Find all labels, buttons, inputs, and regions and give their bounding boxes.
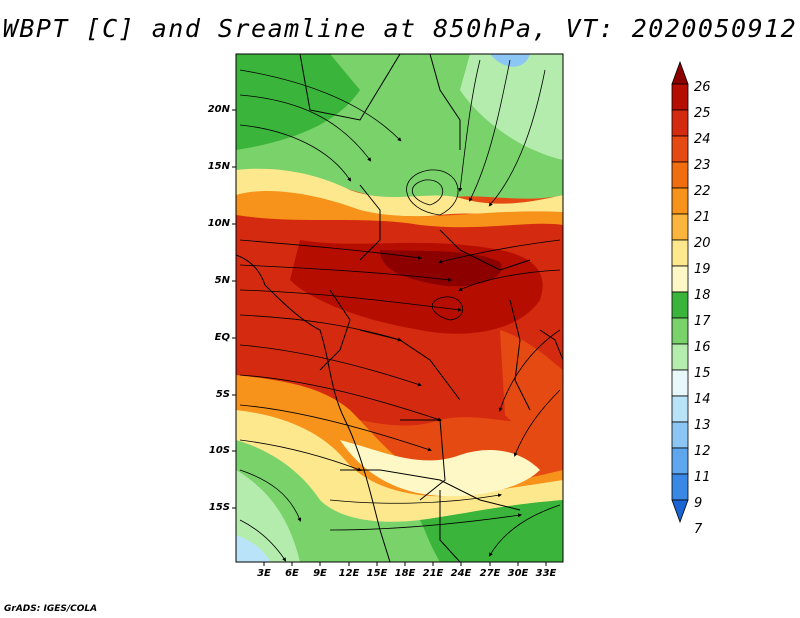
- lon-label: 6E: [285, 568, 299, 579]
- colorbar-segment: [671, 239, 689, 267]
- colorbar-segment: [671, 369, 689, 397]
- colorbar-label: 16: [694, 340, 711, 355]
- map-frame: [235, 53, 564, 563]
- lon-label: 15E: [366, 568, 388, 579]
- lat-label: 5N: [214, 275, 230, 286]
- colorbar-label: 18: [694, 288, 711, 303]
- lon-label: 9E: [313, 568, 327, 579]
- lon-label: 3E: [257, 568, 271, 579]
- colorbar-bottom-arrow: [671, 499, 689, 524]
- colorbar-segment: [671, 421, 689, 449]
- lat-label: 15S: [208, 502, 230, 513]
- colorbar-segment: [671, 291, 689, 319]
- credit-text: GrADS: IGES/COLA: [4, 604, 98, 614]
- colorbar-label: 25: [694, 106, 711, 121]
- colorbar: [671, 60, 689, 524]
- lon-label: 12E: [338, 568, 360, 579]
- colorbar-label: 14: [694, 392, 711, 407]
- colorbar-segment: [671, 447, 689, 475]
- wbpt-field: [236, 54, 563, 562]
- colorbar-label: 17: [694, 314, 711, 329]
- lon-label: 33E: [535, 568, 557, 579]
- colorbar-segment: [671, 343, 689, 371]
- colorbar-segment: [671, 473, 689, 501]
- colorbar-label: 26: [694, 80, 711, 95]
- colorbar-label: 13: [694, 418, 711, 433]
- colorbar-label: 9: [694, 496, 703, 511]
- lat-label: 20N: [207, 104, 230, 115]
- country-borders: [236, 54, 563, 562]
- lat-label: 10N: [207, 218, 230, 229]
- colorbar-segment: [671, 187, 689, 215]
- colorbar-label: 20: [694, 236, 711, 251]
- colorbar-segment: [671, 161, 689, 189]
- colorbar-label: 19: [694, 262, 711, 277]
- lat-label: 10S: [208, 445, 230, 456]
- colorbar-segment: [671, 109, 689, 137]
- axis-ticks: [232, 109, 547, 566]
- colorbar-top-arrow: [671, 60, 689, 85]
- lat-label: 5S: [215, 389, 230, 400]
- colorbar-segment: [671, 265, 689, 293]
- colorbar-label: 15: [694, 366, 711, 381]
- colorbar-label: 24: [694, 132, 711, 147]
- colorbar-label: 22: [694, 184, 711, 199]
- lon-label: 21E: [422, 568, 444, 579]
- lon-label: 24E: [450, 568, 472, 579]
- colorbar-label: 12: [694, 444, 711, 459]
- lat-label: 15N: [207, 161, 230, 172]
- colorbar-segment: [671, 213, 689, 241]
- chart-title: WBPT [C] and Sreamline at 850hPa, VT: 20…: [2, 14, 798, 43]
- lon-label: 18E: [394, 568, 416, 579]
- lat-label: EQ: [214, 332, 230, 343]
- lon-label: 30E: [507, 568, 529, 579]
- colorbar-label: 11: [694, 470, 711, 485]
- colorbar-label: 21: [694, 210, 711, 225]
- colorbar-segment: [671, 83, 689, 111]
- streamlines: [239, 59, 561, 562]
- colorbar-label: 7: [694, 522, 703, 537]
- lon-label: 27E: [479, 568, 501, 579]
- colorbar-segment: [671, 135, 689, 163]
- colorbar-segment: [671, 317, 689, 345]
- colorbar-label: 23: [694, 158, 711, 173]
- colorbar-segment: [671, 395, 689, 423]
